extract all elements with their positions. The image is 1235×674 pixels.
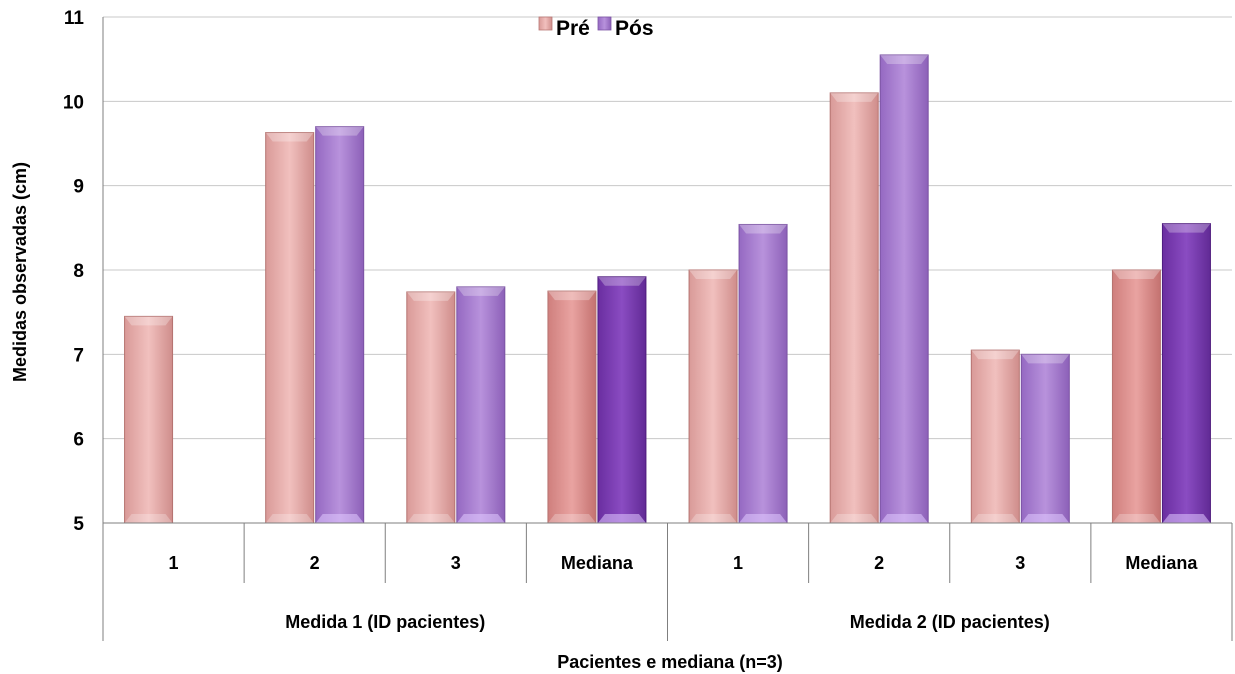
y-axis-ticks: 5 6 7 8 9 10 11	[63, 8, 104, 535]
x-category-label: 2	[310, 553, 320, 573]
bar-top-bevel	[739, 224, 788, 234]
y-tick-label: 6	[73, 430, 84, 451]
bar-top-bevel	[1112, 270, 1161, 279]
bar-bottom-bevel	[1021, 514, 1070, 523]
y-tick-label: 9	[73, 177, 84, 198]
bar-top-bevel	[971, 350, 1020, 360]
y-tick-label: 7	[73, 345, 84, 366]
bar-bottom-bevel	[830, 514, 879, 523]
x-group-label: Medida 2 (ID pacientes)	[850, 612, 1050, 632]
bar-bottom-bevel	[456, 514, 505, 523]
bar-bottom-bevel	[1112, 514, 1161, 523]
bar-top-bevel	[456, 286, 505, 296]
bar-top-bevel	[597, 276, 646, 286]
bar-pos-2-2	[879, 54, 929, 524]
bar-pre-1-3	[406, 291, 456, 524]
bar-body	[829, 92, 879, 524]
bar-top-bevel	[1162, 223, 1211, 233]
bar-pre-2-4	[1111, 269, 1161, 524]
bar-body	[265, 132, 315, 524]
x-category-label: Mediana	[561, 553, 634, 573]
bar-pre-1-2	[265, 132, 315, 524]
bar-body	[1161, 223, 1211, 524]
bar-bottom-bevel	[880, 514, 929, 523]
bar-pos-2-1	[738, 223, 788, 524]
bar-pre-2-3	[970, 349, 1020, 524]
x-axis: 1 2 3 Mediana Medida 1 (ID pacientes) 1 2 3 Medi…	[102, 522, 1233, 641]
bar-top-bevel	[124, 316, 173, 326]
bar-top-bevel	[689, 270, 738, 279]
bar-bottom-bevel	[597, 514, 646, 523]
bar-bottom-bevel	[315, 514, 364, 523]
bar-bottom-bevel	[406, 514, 455, 523]
x-category-label: 2	[874, 553, 884, 573]
bar-body	[1111, 269, 1161, 524]
bar-pos-1-3	[456, 286, 506, 524]
bar-pre-2-2	[829, 92, 879, 524]
bar-top-bevel	[880, 54, 929, 64]
bar-body	[315, 126, 365, 524]
bar-pos-2-4	[1161, 223, 1211, 524]
bar-top-bevel	[1021, 354, 1070, 364]
bar-pre-1-4	[547, 290, 597, 524]
bar-body	[738, 223, 788, 524]
bar-top-bevel	[265, 132, 314, 142]
bar-bottom-bevel	[689, 514, 738, 523]
bar-pre-2-1	[688, 269, 738, 524]
x-category-label: 3	[1015, 553, 1025, 573]
bar-bottom-bevel	[1162, 514, 1211, 523]
bar-top-bevel	[547, 291, 596, 301]
legend-swatch-pos	[597, 16, 612, 31]
bar-body	[456, 286, 506, 524]
bar-body	[970, 349, 1020, 524]
bar-body	[406, 291, 456, 524]
legend-label-pre: Pré	[556, 17, 590, 40]
bar-bottom-bevel	[971, 514, 1020, 523]
x-category-label: 1	[169, 553, 179, 573]
x-axis-title: Pacientes e mediana (n=3)	[557, 652, 783, 672]
bar-body	[1020, 353, 1070, 524]
y-axis-title: Medidas observadas (cm)	[10, 162, 30, 382]
legend-label-pos: Pós	[615, 17, 654, 40]
bar-top-bevel	[406, 291, 455, 301]
legend-swatch-pre	[538, 16, 553, 31]
bar-top-bevel	[315, 126, 364, 136]
bars	[124, 54, 1211, 524]
y-tick-label: 11	[64, 8, 85, 29]
bar-body	[597, 276, 647, 524]
bar-bottom-bevel	[739, 514, 788, 523]
bar-pre-1-1	[124, 315, 174, 524]
bar-bottom-bevel	[265, 514, 314, 523]
legend: Pré Pós	[538, 16, 654, 40]
bar-pos-1-2	[315, 126, 365, 524]
y-tick-label: 5	[73, 514, 84, 535]
x-category-label: Mediana	[1125, 553, 1198, 573]
bar-body	[124, 315, 174, 524]
bar-pos-2-3	[1020, 353, 1070, 524]
y-tick-label: 10	[63, 92, 84, 113]
bar-body	[879, 54, 929, 524]
y-tick-label: 8	[73, 261, 84, 282]
x-category-label: 3	[451, 553, 461, 573]
bar-body	[547, 290, 597, 524]
bar-top-bevel	[830, 92, 879, 102]
bar-body	[688, 269, 738, 524]
bar-bottom-bevel	[547, 514, 596, 523]
bar-pos-1-4	[597, 276, 647, 524]
bar-bottom-bevel	[124, 514, 173, 523]
x-category-label: 1	[733, 553, 743, 573]
x-group-label: Medida 1 (ID pacientes)	[285, 612, 485, 632]
